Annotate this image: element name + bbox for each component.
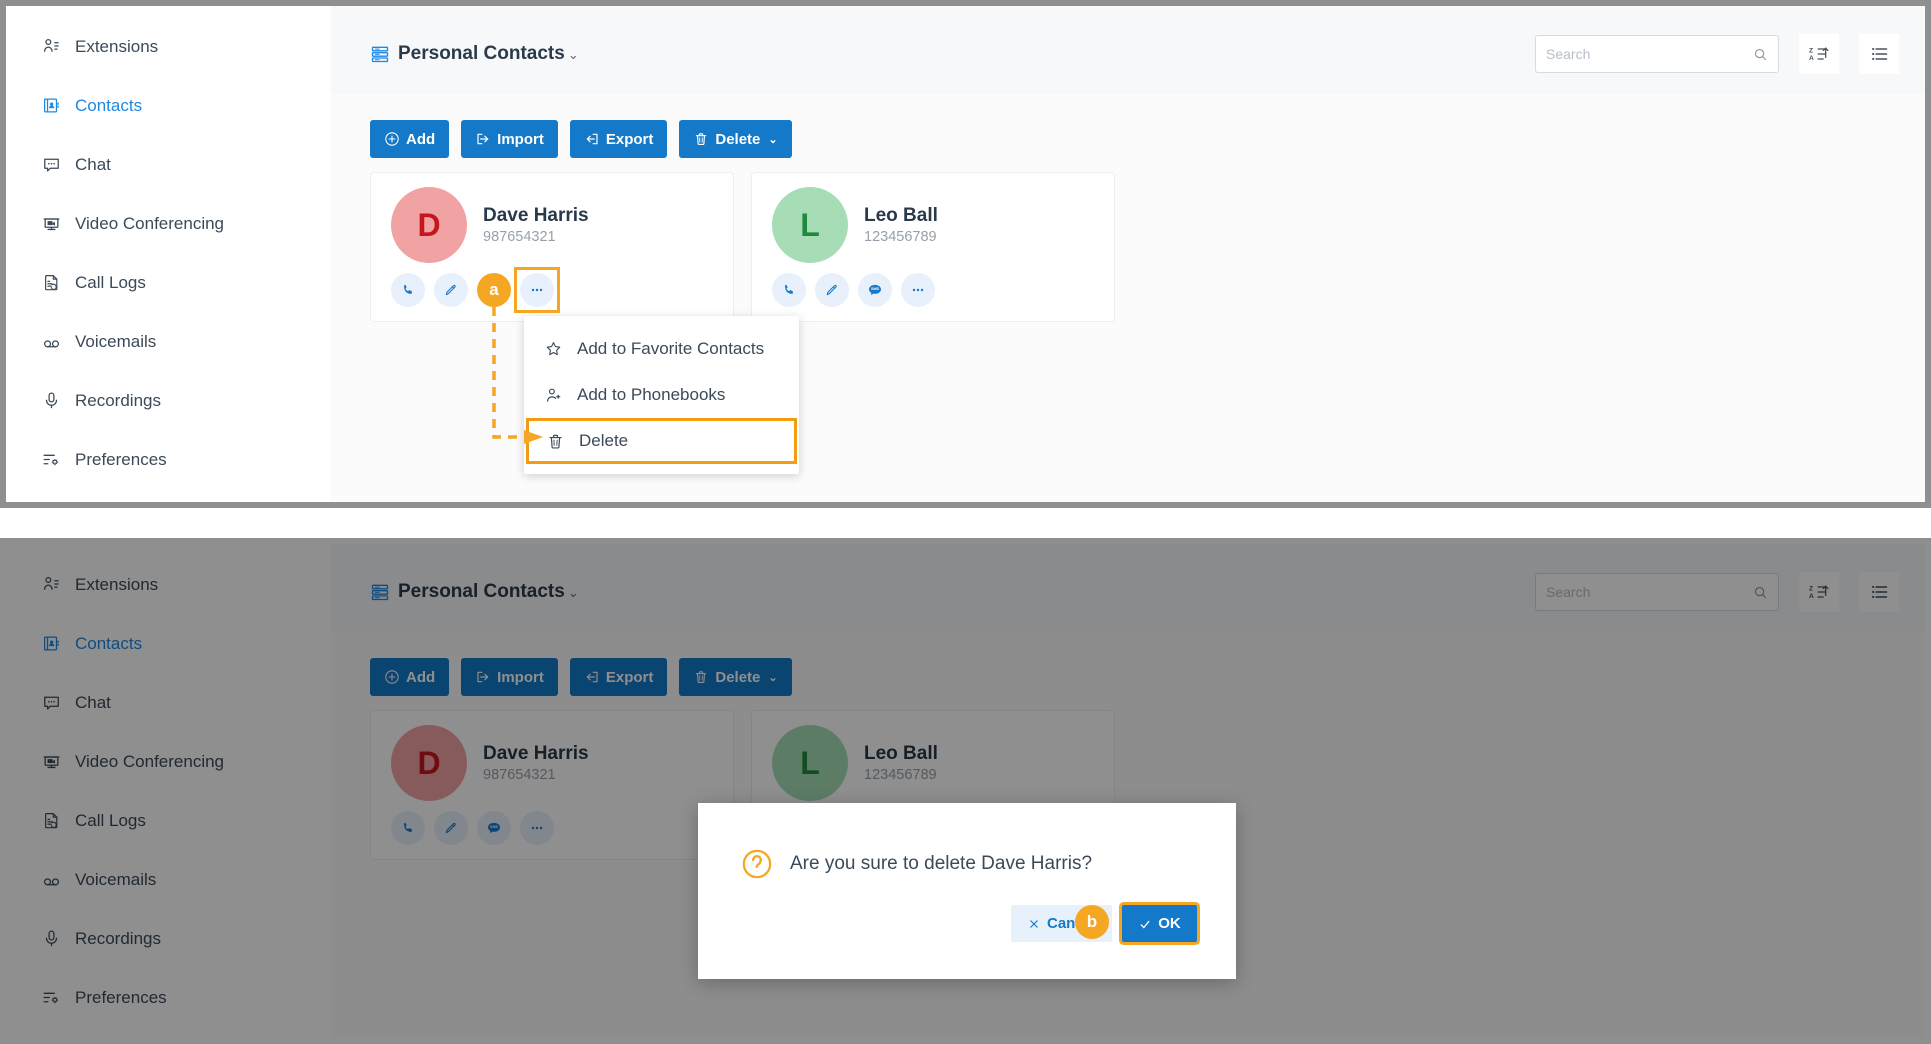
svg-text:A: A — [1809, 55, 1814, 62]
svg-text:Z: Z — [1809, 47, 1813, 54]
svg-text:SMS: SMS — [871, 287, 880, 291]
